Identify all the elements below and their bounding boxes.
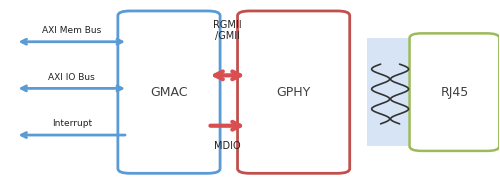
FancyArrowPatch shape (22, 133, 125, 138)
Text: MDIO: MDIO (214, 141, 241, 151)
FancyArrowPatch shape (22, 39, 122, 44)
FancyArrowPatch shape (22, 86, 122, 91)
Text: RGMII
/GMII: RGMII /GMII (213, 20, 242, 41)
FancyBboxPatch shape (410, 33, 500, 151)
FancyArrowPatch shape (210, 122, 240, 130)
Text: AXI Mem Bus: AXI Mem Bus (42, 26, 102, 35)
Text: RJ45: RJ45 (440, 86, 468, 99)
FancyBboxPatch shape (118, 11, 220, 173)
Text: GMAC: GMAC (150, 86, 188, 99)
FancyBboxPatch shape (367, 38, 427, 146)
FancyArrowPatch shape (215, 71, 240, 79)
Text: GPHY: GPHY (276, 86, 311, 99)
FancyBboxPatch shape (238, 11, 350, 173)
Text: AXI IO Bus: AXI IO Bus (48, 73, 95, 82)
Text: Interrupt: Interrupt (52, 119, 92, 128)
